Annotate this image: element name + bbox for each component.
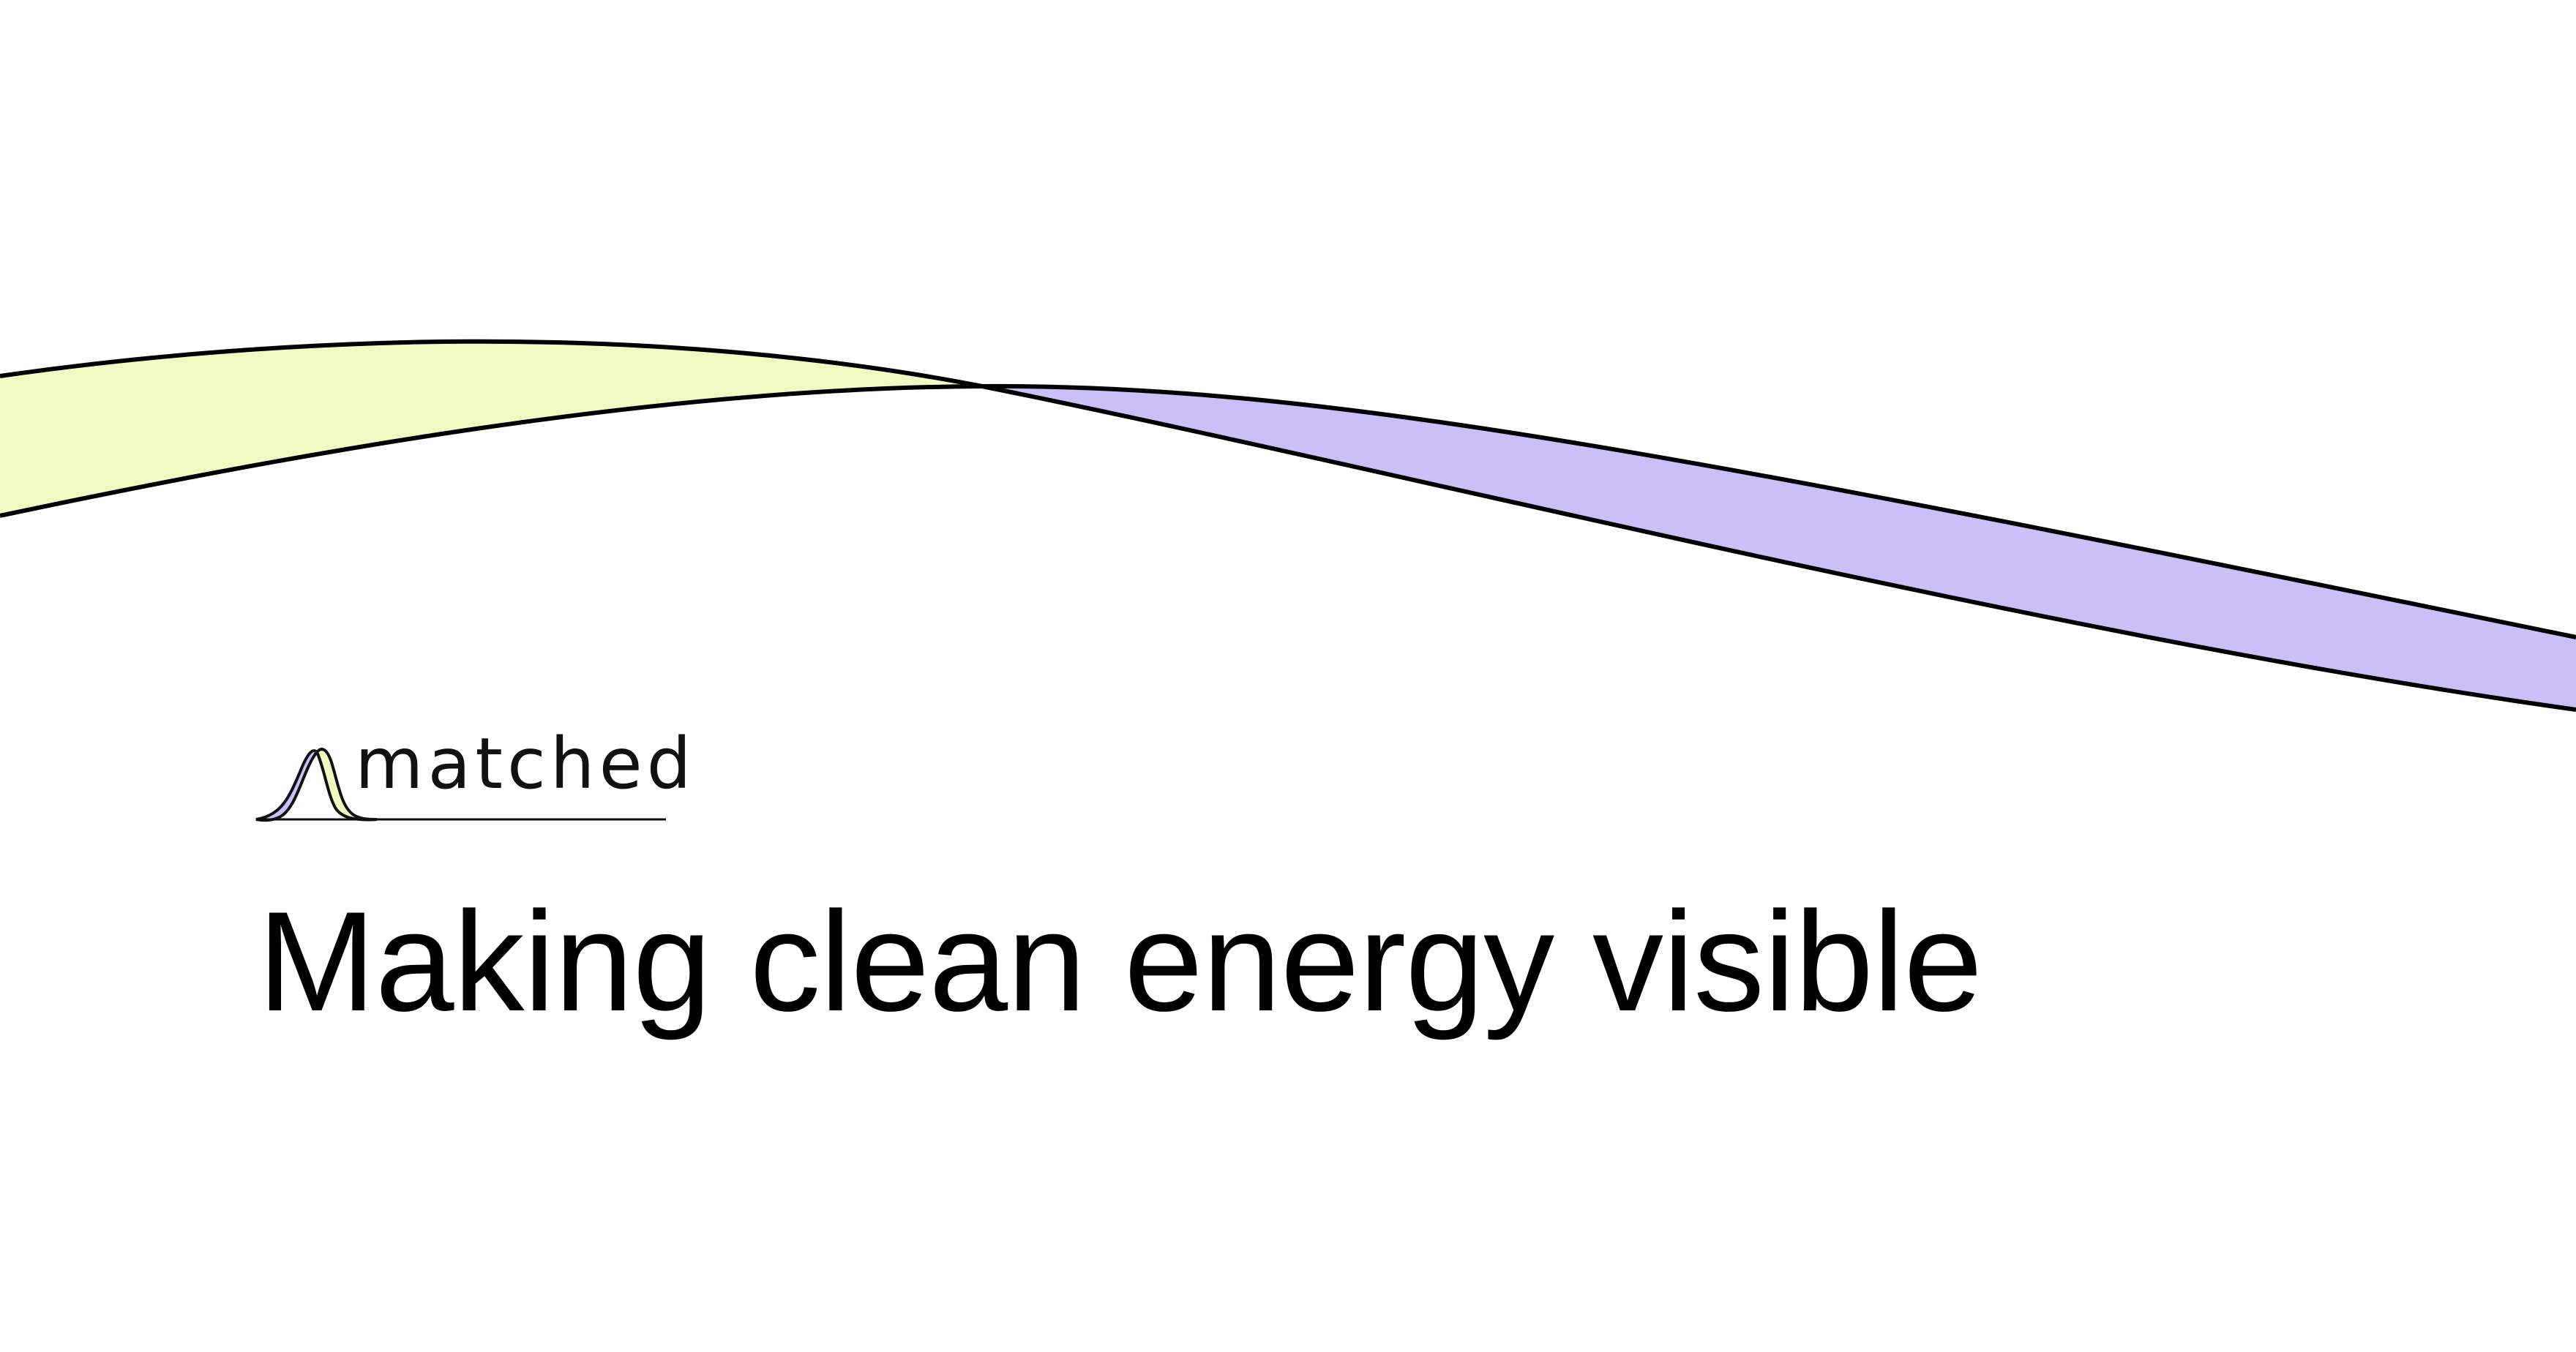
logo-wordmark: matched [355, 723, 696, 805]
lime-wave-band [0, 341, 982, 516]
bell-curves-logo-icon [255, 748, 666, 822]
wave-curve-upper [0, 339, 2576, 712]
lavender-wave-band [982, 386, 2576, 710]
matched-logo: matched [252, 729, 692, 827]
wave-curve-lower [0, 383, 2576, 639]
hero-headline: Making clean energy visible [258, 882, 1982, 1041]
